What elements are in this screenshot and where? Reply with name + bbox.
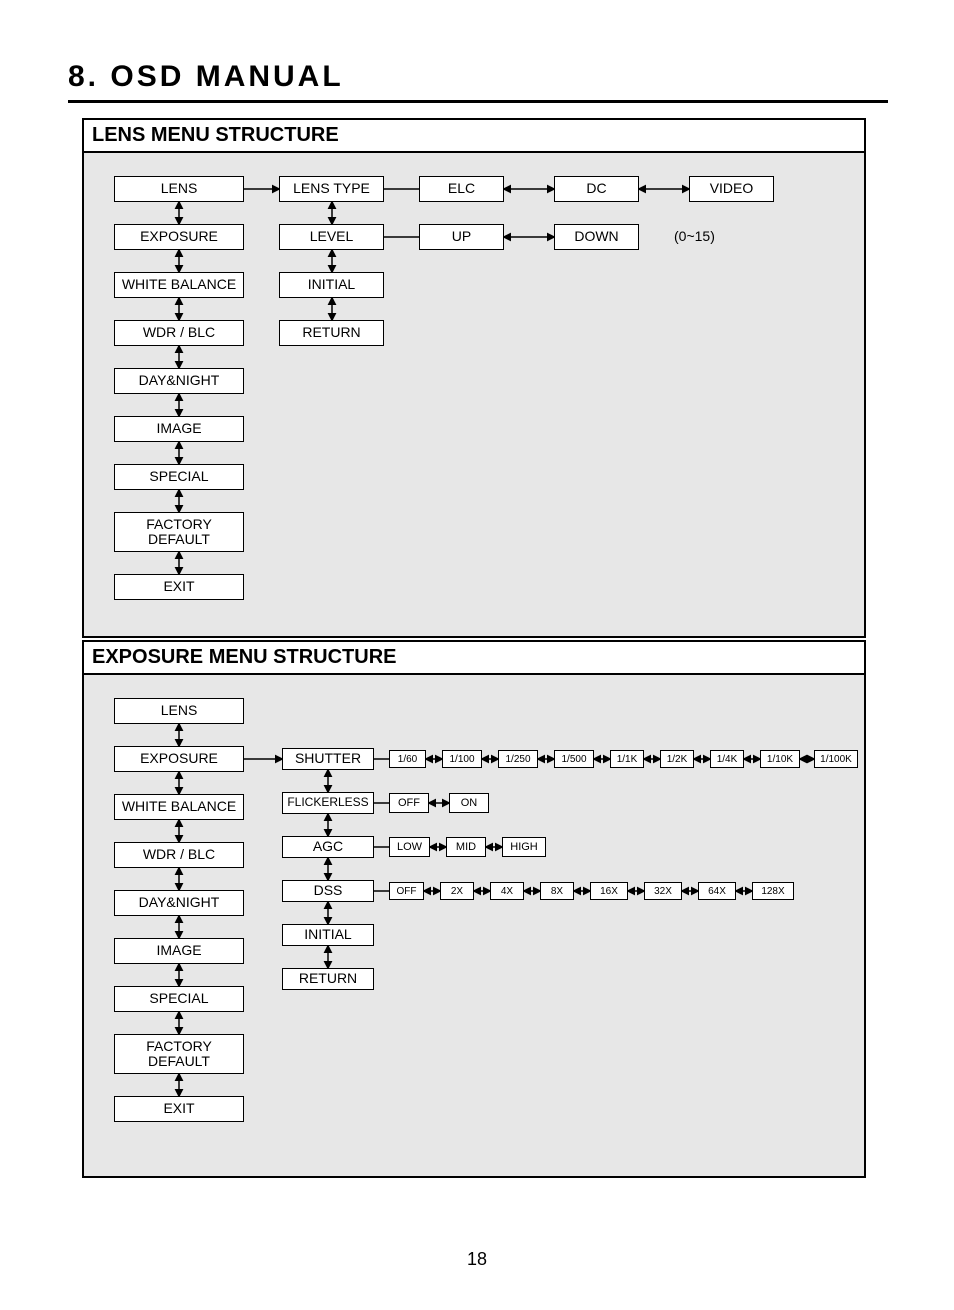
level-opt-1: DOWN bbox=[554, 224, 639, 250]
exp-sub-1: FLICKERLESS bbox=[282, 792, 374, 814]
exp-main-5: IMAGE bbox=[114, 938, 244, 964]
dss-opt-1: 2X bbox=[440, 882, 474, 900]
exposure-panel: EXPOSURE MENU STRUCTURE bbox=[82, 640, 866, 1178]
shutter-opt-8: 1/100K bbox=[814, 750, 858, 768]
lens-main-1: EXPOSURE bbox=[114, 224, 244, 250]
shutter-opt-7: 1/10K bbox=[760, 750, 800, 768]
exp-main-2: WHITE BALANCE bbox=[114, 794, 244, 820]
dss-opt-7: 128X bbox=[752, 882, 794, 900]
exp-sub-2: AGC bbox=[282, 836, 374, 858]
flicker-opt-1: ON bbox=[449, 793, 489, 813]
heading-rule bbox=[68, 100, 888, 103]
exp-sub-5: RETURN bbox=[282, 968, 374, 990]
dss-opt-4: 16X bbox=[590, 882, 628, 900]
shutter-opt-2: 1/250 bbox=[498, 750, 538, 768]
lens-main-2: WHITE BALANCE bbox=[114, 272, 244, 298]
exp-main-4: DAY&NIGHT bbox=[114, 890, 244, 916]
page: 8. OSD MANUAL LENS MENU STRUCTURE bbox=[0, 0, 954, 1310]
lens-main-6: SPECIAL bbox=[114, 464, 244, 490]
section-heading: 8. OSD MANUAL bbox=[68, 60, 344, 94]
lens-type-opt-2: VIDEO bbox=[689, 176, 774, 202]
shutter-opt-3: 1/500 bbox=[554, 750, 594, 768]
flicker-opt-0: OFF bbox=[389, 793, 429, 813]
exp-main-8: EXIT bbox=[114, 1096, 244, 1122]
lens-sub-0: LENS TYPE bbox=[279, 176, 384, 202]
exp-main-6: SPECIAL bbox=[114, 986, 244, 1012]
level-range: (0~15) bbox=[674, 228, 715, 244]
exp-main-7: FACTORY DEFAULT bbox=[114, 1034, 244, 1074]
exp-sub-0: SHUTTER bbox=[282, 748, 374, 770]
lens-main-4: DAY&NIGHT bbox=[114, 368, 244, 394]
level-opt-0: UP bbox=[419, 224, 504, 250]
exp-sub-3: DSS bbox=[282, 880, 374, 902]
lens-main-7: FACTORY DEFAULT bbox=[114, 512, 244, 552]
lens-sub-3: RETURN bbox=[279, 320, 384, 346]
dss-opt-2: 4X bbox=[490, 882, 524, 900]
lens-type-opt-1: DC bbox=[554, 176, 639, 202]
lens-sub-1: LEVEL bbox=[279, 224, 384, 250]
shutter-opt-0: 1/60 bbox=[389, 750, 426, 768]
dss-opt-5: 32X bbox=[644, 882, 682, 900]
agc-opt-2: HIGH bbox=[502, 837, 546, 857]
lens-panel: LENS MENU STRUCTURE bbox=[82, 118, 866, 638]
exp-main-3: WDR / BLC bbox=[114, 842, 244, 868]
exp-sub-4: INITIAL bbox=[282, 924, 374, 946]
shutter-opt-5: 1/2K bbox=[660, 750, 694, 768]
dss-opt-6: 64X bbox=[698, 882, 736, 900]
agc-opt-1: MID bbox=[446, 837, 486, 857]
lens-type-opt-0: ELC bbox=[419, 176, 504, 202]
lens-main-8: EXIT bbox=[114, 574, 244, 600]
lens-sub-2: INITIAL bbox=[279, 272, 384, 298]
exp-main-1: EXPOSURE bbox=[114, 746, 244, 772]
shutter-opt-4: 1/1K bbox=[610, 750, 644, 768]
agc-opt-0: LOW bbox=[389, 837, 430, 857]
lens-main-5: IMAGE bbox=[114, 416, 244, 442]
shutter-opt-1: 1/100 bbox=[442, 750, 482, 768]
dss-opt-0: OFF bbox=[389, 882, 424, 900]
exp-main-0: LENS bbox=[114, 698, 244, 724]
lens-main-0: LENS bbox=[114, 176, 244, 202]
lens-main-3: WDR / BLC bbox=[114, 320, 244, 346]
dss-opt-3: 8X bbox=[540, 882, 574, 900]
shutter-opt-6: 1/4K bbox=[710, 750, 744, 768]
page-number: 18 bbox=[0, 1249, 954, 1270]
